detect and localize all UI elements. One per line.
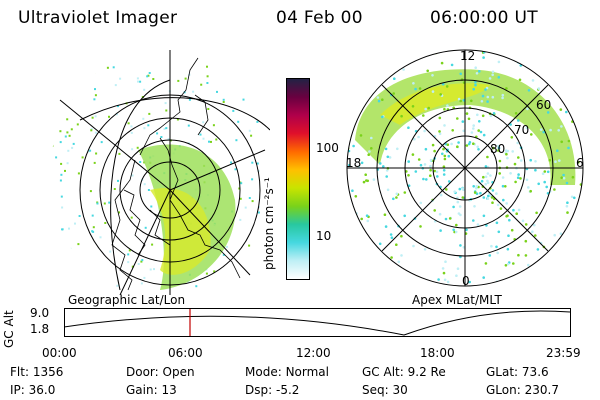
timeline-ylabel: GC Alt xyxy=(2,310,16,348)
lat-label-80: 80 xyxy=(490,142,505,156)
colorbar-tick-100: 100 xyxy=(316,141,339,155)
info-mode: Mode: Normal xyxy=(245,365,329,379)
info-door: Door: Open xyxy=(126,365,195,379)
right-panel-caption: Apex MLat/MLT xyxy=(412,293,502,307)
geographic-grid xyxy=(59,50,270,295)
mlt-label-6: 6 xyxy=(576,156,584,170)
info-ip: IP: 36.0 xyxy=(10,383,56,397)
info-flt: Flt: 1356 xyxy=(10,365,64,379)
colorbar-tick-10: 10 xyxy=(316,229,332,243)
polar-grid xyxy=(346,49,584,287)
timeline-ytick-9: 9.0 xyxy=(30,306,50,320)
left-panel-caption: Geographic Lat/Lon xyxy=(68,293,186,307)
info-gain: Gain: 13 xyxy=(126,383,177,397)
mlt-label-0: 0 xyxy=(462,274,470,288)
info-glon: GLon: 230.7 xyxy=(486,383,559,397)
date-label: 04 Feb 00 xyxy=(276,8,363,28)
instrument-title: Ultraviolet Imager xyxy=(18,8,178,28)
timeline-xtick-4: 23:59 xyxy=(546,346,581,360)
coastlines xyxy=(111,57,241,291)
timeline-xtick-0: 00:00 xyxy=(42,346,77,360)
timeline-xtick-3: 18:00 xyxy=(420,346,455,360)
timeline-xtick-2: 12:00 xyxy=(296,346,331,360)
timeline-ytick-1.8: 1.8 xyxy=(30,322,50,336)
mlt-label-18: 18 xyxy=(346,156,361,170)
info-seq: Seq: 30 xyxy=(362,383,408,397)
geographic-image xyxy=(51,50,270,295)
altitude-timeline xyxy=(64,308,571,337)
info-dsp: Dsp: -5.2 xyxy=(245,383,300,397)
info-glat: GLat: 73.6 xyxy=(486,365,549,379)
lat-label-60: 60 xyxy=(536,98,551,112)
info-gc-alt: GC Alt: 9.2 Re xyxy=(362,365,446,379)
colorbar xyxy=(286,78,310,280)
mlt-label-12: 12 xyxy=(460,49,475,63)
time-label: 06:00:00 UT xyxy=(430,8,538,28)
lat-label-70: 70 xyxy=(514,123,529,137)
polar-plot: 12 0 18 6 60 70 80 xyxy=(346,49,584,288)
colorbar-unit-label: photon cm⁻²s⁻¹ xyxy=(262,177,276,270)
timeline-xtick-1: 06:00 xyxy=(168,346,203,360)
